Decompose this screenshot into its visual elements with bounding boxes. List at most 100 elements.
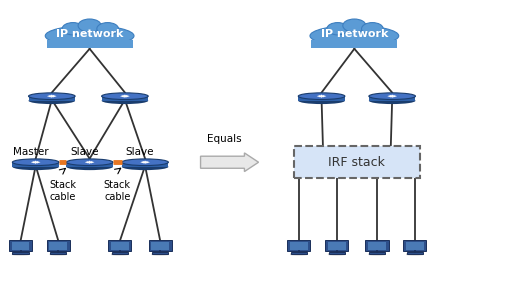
- FancyBboxPatch shape: [298, 96, 345, 101]
- Ellipse shape: [122, 164, 168, 170]
- FancyBboxPatch shape: [12, 242, 29, 250]
- FancyArrow shape: [387, 95, 392, 97]
- FancyArrow shape: [201, 153, 259, 172]
- FancyBboxPatch shape: [12, 162, 59, 167]
- FancyBboxPatch shape: [66, 162, 113, 167]
- Text: Slave: Slave: [70, 147, 99, 157]
- Circle shape: [78, 19, 101, 32]
- FancyArrow shape: [390, 95, 394, 97]
- FancyArrow shape: [125, 95, 130, 97]
- FancyBboxPatch shape: [9, 240, 32, 251]
- Text: Stack
cable: Stack cable: [49, 180, 76, 202]
- FancyArrow shape: [123, 96, 127, 98]
- FancyBboxPatch shape: [152, 252, 168, 255]
- Ellipse shape: [298, 93, 345, 99]
- FancyBboxPatch shape: [28, 96, 75, 101]
- FancyBboxPatch shape: [368, 242, 386, 250]
- Ellipse shape: [310, 26, 399, 46]
- FancyBboxPatch shape: [50, 242, 67, 250]
- Text: Master: Master: [13, 147, 49, 157]
- Ellipse shape: [12, 253, 29, 255]
- Ellipse shape: [329, 253, 345, 255]
- Ellipse shape: [12, 159, 59, 166]
- FancyBboxPatch shape: [101, 96, 148, 101]
- FancyArrow shape: [87, 161, 92, 163]
- FancyBboxPatch shape: [12, 252, 29, 255]
- FancyBboxPatch shape: [366, 240, 389, 251]
- FancyArrow shape: [319, 96, 324, 98]
- FancyArrow shape: [33, 161, 38, 163]
- FancyBboxPatch shape: [407, 252, 423, 255]
- FancyArrow shape: [33, 162, 38, 164]
- FancyBboxPatch shape: [47, 40, 133, 48]
- Circle shape: [343, 19, 366, 32]
- Ellipse shape: [407, 253, 423, 255]
- Ellipse shape: [28, 97, 75, 104]
- FancyBboxPatch shape: [50, 252, 66, 255]
- FancyArrow shape: [50, 96, 54, 98]
- FancyArrow shape: [120, 95, 125, 97]
- FancyArrow shape: [390, 96, 394, 98]
- Ellipse shape: [45, 26, 134, 46]
- FancyBboxPatch shape: [328, 242, 346, 250]
- FancyBboxPatch shape: [369, 252, 385, 255]
- Text: IP network: IP network: [56, 29, 123, 39]
- Ellipse shape: [369, 97, 415, 104]
- Ellipse shape: [101, 97, 148, 104]
- FancyArrow shape: [31, 161, 35, 164]
- FancyBboxPatch shape: [311, 40, 397, 48]
- Ellipse shape: [122, 159, 168, 166]
- FancyBboxPatch shape: [290, 242, 308, 250]
- FancyArrow shape: [52, 95, 57, 97]
- Ellipse shape: [112, 253, 128, 255]
- FancyBboxPatch shape: [151, 242, 169, 250]
- Ellipse shape: [66, 159, 113, 166]
- FancyBboxPatch shape: [369, 96, 415, 101]
- FancyArrow shape: [145, 161, 150, 164]
- Text: IRF stack: IRF stack: [329, 156, 385, 169]
- FancyBboxPatch shape: [111, 242, 129, 250]
- Circle shape: [361, 23, 383, 35]
- Text: Equals: Equals: [207, 134, 242, 144]
- FancyBboxPatch shape: [325, 240, 348, 251]
- FancyBboxPatch shape: [112, 252, 128, 255]
- FancyArrow shape: [35, 161, 41, 164]
- FancyArrow shape: [50, 95, 54, 97]
- Ellipse shape: [369, 253, 385, 255]
- FancyBboxPatch shape: [403, 240, 426, 251]
- Text: Stack
cable: Stack cable: [104, 180, 131, 202]
- FancyArrow shape: [85, 161, 90, 164]
- Circle shape: [62, 23, 84, 35]
- FancyBboxPatch shape: [122, 162, 168, 167]
- FancyArrow shape: [317, 95, 321, 97]
- Text: IP network: IP network: [320, 29, 388, 39]
- Ellipse shape: [28, 93, 75, 99]
- FancyBboxPatch shape: [294, 146, 420, 178]
- FancyArrow shape: [143, 162, 148, 164]
- FancyArrow shape: [321, 95, 327, 97]
- Text: Slave: Slave: [126, 147, 154, 157]
- Ellipse shape: [152, 253, 169, 255]
- FancyArrow shape: [140, 161, 145, 164]
- FancyArrow shape: [392, 95, 397, 97]
- FancyArrow shape: [143, 161, 148, 163]
- FancyArrow shape: [319, 95, 324, 97]
- Ellipse shape: [369, 93, 415, 99]
- Ellipse shape: [50, 253, 67, 255]
- FancyBboxPatch shape: [108, 240, 131, 251]
- Ellipse shape: [12, 164, 59, 170]
- Ellipse shape: [291, 253, 307, 255]
- Ellipse shape: [298, 97, 345, 104]
- Circle shape: [97, 23, 119, 35]
- FancyArrow shape: [47, 95, 52, 97]
- FancyBboxPatch shape: [291, 252, 307, 255]
- FancyBboxPatch shape: [329, 252, 345, 255]
- FancyBboxPatch shape: [406, 242, 424, 250]
- FancyArrow shape: [87, 162, 92, 164]
- Ellipse shape: [101, 93, 148, 99]
- FancyArrow shape: [90, 161, 94, 164]
- FancyBboxPatch shape: [287, 240, 310, 251]
- FancyBboxPatch shape: [149, 240, 172, 251]
- FancyArrow shape: [123, 95, 127, 97]
- FancyBboxPatch shape: [47, 240, 70, 251]
